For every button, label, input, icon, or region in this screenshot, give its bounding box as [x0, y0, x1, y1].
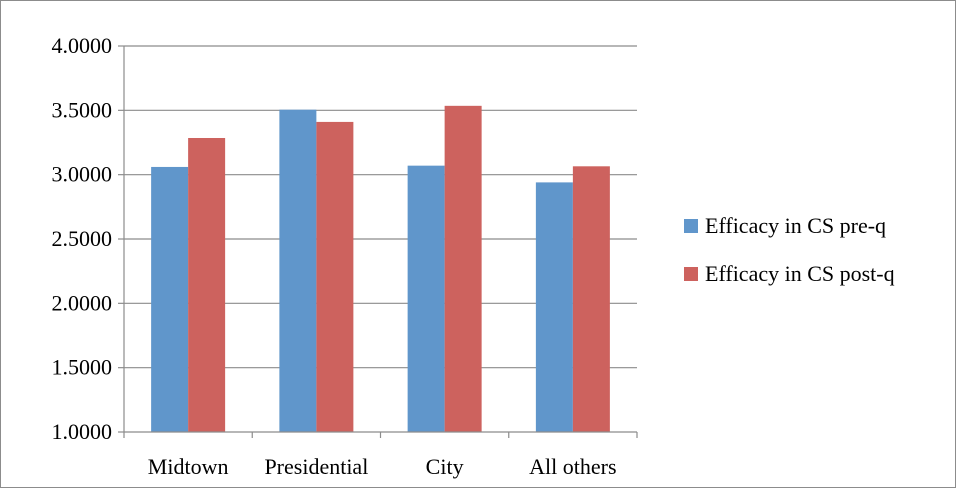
bar: [151, 166, 189, 433]
bar: [188, 137, 226, 432]
y-tick-label: 4.0000: [52, 33, 113, 58]
bar: [279, 109, 317, 432]
x-category-labels: Midtown Presidential City All others: [148, 454, 617, 479]
bar: [535, 182, 573, 432]
legend-label: Efficacy in CS pre-q: [705, 213, 886, 238]
x-category-label: All others: [529, 454, 616, 479]
y-tick-label: 1.5000: [52, 355, 113, 380]
bars: [151, 105, 610, 433]
legend-swatch: [684, 267, 698, 281]
y-tick-labels: 1.0000 1.5000 2.0000 2.5000 3.0000 3.5000 4.00…: [52, 33, 113, 444]
x-category-label: Midtown: [148, 454, 229, 479]
y-tick-label: 3.5000: [52, 97, 113, 122]
x-category-label: City: [426, 454, 464, 479]
y-tick-label: 2.0000: [52, 290, 113, 315]
bar: [316, 121, 354, 432]
legend: Efficacy in CS pre-q Efficacy in CS post-…: [684, 213, 895, 286]
y-tick-label: 2.5000: [52, 226, 113, 251]
legend-label: Efficacy in CS post-q: [705, 261, 895, 286]
axes: [118, 45, 638, 438]
bar: [444, 105, 482, 432]
y-tick-label: 3.0000: [52, 162, 113, 187]
legend-swatch: [684, 219, 698, 233]
x-category-label: Presidential: [264, 454, 368, 479]
y-tick-label: 1.0000: [52, 419, 113, 444]
bar: [572, 166, 610, 432]
bar: [407, 165, 445, 432]
